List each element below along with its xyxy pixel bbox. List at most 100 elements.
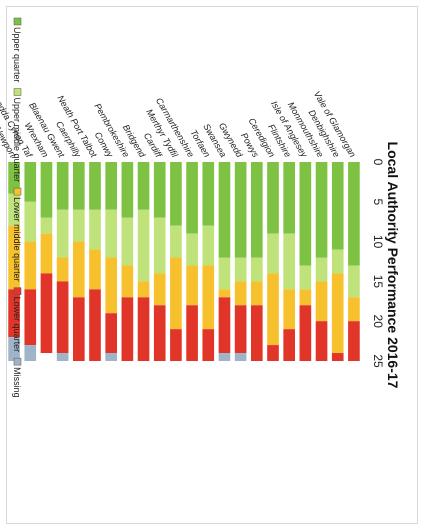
bar-vale-of-glamorgan-lower-quarter xyxy=(348,321,360,362)
bar-ceredigion-lower-quarter xyxy=(267,345,279,361)
bar-cardiff-lower-quarter xyxy=(153,305,166,361)
bar-conwy-missing xyxy=(105,353,118,362)
chart-title: Local Authority Performance 2016-17 xyxy=(385,142,401,389)
bar-powys-upper-quarter xyxy=(250,162,263,258)
x-tick-label: 5 xyxy=(371,198,385,205)
bar-wrexham-upper-quarter xyxy=(40,162,53,218)
bar-merthyr-tydfil-lower-middle-quarter xyxy=(170,257,182,330)
bar-monmouthshire-upper-middle-quarter xyxy=(315,257,328,282)
bar-caerphilly-lower-middle-quarter xyxy=(72,241,85,298)
bar-carmarthenshire-lower-quarter xyxy=(186,305,198,361)
bar-monmouthshire-lower-middle-quarter xyxy=(315,281,328,322)
bar-blaenau-gwent-upper-quarter xyxy=(56,162,69,210)
bar-flintshire-lower-middle-quarter xyxy=(283,289,296,330)
legend-label: Lower quarter xyxy=(12,297,22,353)
bar-pembrokeshire-upper-middle-quarter xyxy=(121,217,134,266)
bar-swansea-missing xyxy=(218,353,231,362)
bar-merthyr-tydfil-lower-quarter xyxy=(170,329,182,362)
bar-merthyr-tydfil-upper-middle-quarter xyxy=(170,225,182,258)
bar-conwy-lower-middle-quarter xyxy=(105,257,118,314)
bar-conwy-upper-quarter xyxy=(105,162,118,210)
x-tick-label: 15 xyxy=(371,275,385,289)
bar-swansea-lower-middle-quarter xyxy=(218,289,231,298)
bar-denbighshire-lower-middle-quarter xyxy=(331,273,344,354)
bar-bridgend-lower-middle-quarter xyxy=(137,281,150,298)
bar-pembrokeshire-lower-middle-quarter xyxy=(121,265,134,298)
bar-blaenau-gwent-lower-quarter xyxy=(56,281,69,354)
bar-swansea-upper-quarter xyxy=(218,162,231,258)
bar-torfaen-lower-middle-quarter xyxy=(202,265,215,330)
bar-gwynedd-lower-middle-quarter xyxy=(234,281,247,306)
bar-blaenau-gwent-lower-middle-quarter xyxy=(56,257,69,282)
bar-caerphilly-upper-middle-quarter xyxy=(72,209,85,242)
bar-torfaen-lower-quarter xyxy=(202,329,215,362)
bar-torfaen-upper-middle-quarter xyxy=(202,225,215,266)
bar-carmarthenshire-upper-middle-quarter xyxy=(186,233,198,266)
category-labels: Vale of GlamorganDenbighshireMonmouthshi… xyxy=(0,85,358,160)
bar-isle-of-anglesey-lower-middle-quarter xyxy=(299,289,312,306)
legend: Upper quarter Upper middle quarter Lower m… xyxy=(12,17,22,398)
bar-neath-port-talbot-lower-quarter xyxy=(89,289,101,361)
legend-swatch-lower-quarter xyxy=(13,287,22,295)
legend-label: Lower middle quarter xyxy=(12,197,22,282)
x-tick-label: 20 xyxy=(371,315,385,329)
bar-conwy-lower-quarter xyxy=(105,313,118,354)
bar-wrexham-lower-middle-quarter xyxy=(40,233,53,274)
chart-root: Local Authority Performance 2016-17 0 5 10… xyxy=(0,17,401,398)
bar-blaenau-gwent-upper-middle-quarter xyxy=(56,209,69,258)
bar-wrexham-upper-middle-quarter xyxy=(40,217,53,234)
bar-gwynedd-upper-quarter xyxy=(234,162,247,258)
bar-cardiff-upper-middle-quarter xyxy=(153,217,166,274)
bar-newport-lower-middle-quarter xyxy=(8,225,20,290)
bar-powys-upper-middle-quarter xyxy=(250,257,263,282)
bar-gwynedd-missing xyxy=(234,353,247,362)
bar-monmouthshire-lower-quarter xyxy=(315,321,328,362)
bar-neath-port-talbot-upper-middle-quarter xyxy=(89,209,101,250)
bar-cardiff-lower-middle-quarter xyxy=(153,273,166,306)
x-tick-label: 25 xyxy=(371,354,385,368)
bar-newport-lower-quarter xyxy=(8,289,20,338)
legend-swatch-upper-middle-quarter xyxy=(13,88,22,96)
bar-pembrokeshire-upper-quarter xyxy=(121,162,134,218)
bar-rhondda-cynon-taf-upper-middle-quarter xyxy=(24,201,37,242)
bar-conwy-upper-middle-quarter xyxy=(105,209,118,258)
bar-merthyr-tydfil-upper-quarter xyxy=(170,162,182,226)
bar-bridgend-upper-middle-quarter xyxy=(137,209,150,282)
bar-powys-lower-middle-quarter xyxy=(250,281,263,306)
bar-carmarthenshire-lower-middle-quarter xyxy=(186,265,198,306)
bar-rhondda-cynon-taf-missing xyxy=(24,345,37,361)
bar-ceredigion-upper-middle-quarter xyxy=(267,233,279,274)
bar-gwynedd-upper-middle-quarter xyxy=(234,257,247,282)
bar-isle-of-anglesey-upper-quarter xyxy=(299,162,312,266)
bar-flintshire-lower-quarter xyxy=(283,329,296,362)
plot-area xyxy=(8,162,360,362)
bar-newport-upper-middle-quarter xyxy=(8,193,20,226)
bar-vale-of-glamorgan-upper-quarter xyxy=(348,162,360,266)
bar-powys-lower-quarter xyxy=(250,305,263,361)
bar-bridgend-upper-quarter xyxy=(137,162,150,210)
bar-isle-of-anglesey-upper-middle-quarter xyxy=(299,265,312,290)
bar-torfaen-upper-quarter xyxy=(202,162,215,226)
bar-isle-of-anglesey-lower-quarter xyxy=(299,305,312,361)
legend-label: Upper middle quarter xyxy=(12,98,22,183)
bar-bridgend-lower-quarter xyxy=(137,297,150,362)
page-border xyxy=(6,6,418,524)
bar-ceredigion-upper-quarter xyxy=(267,162,279,234)
bar-gwynedd-lower-quarter xyxy=(234,305,247,354)
legend-swatch-upper-quarter xyxy=(13,17,22,26)
legend-swatch-missing xyxy=(13,357,22,366)
bar-wrexham-lower-quarter xyxy=(40,273,53,354)
x-tick-label: 10 xyxy=(371,235,385,249)
bar-vale-of-glamorgan-upper-middle-quarter xyxy=(348,265,360,298)
bar-swansea-lower-quarter xyxy=(218,297,231,354)
bar-pembrokeshire-lower-quarter xyxy=(121,297,134,362)
legend-swatch-lower-middle-quarter xyxy=(13,187,22,196)
bar-blaenau-gwent-missing xyxy=(56,353,69,362)
bar-flintshire-upper-quarter xyxy=(283,162,296,234)
bar-denbighshire-lower-quarter xyxy=(331,353,344,362)
x-tick-label: 0 xyxy=(371,159,385,166)
bar-caerphilly-upper-quarter xyxy=(72,162,85,210)
bar-denbighshire-upper-middle-quarter xyxy=(331,249,344,274)
